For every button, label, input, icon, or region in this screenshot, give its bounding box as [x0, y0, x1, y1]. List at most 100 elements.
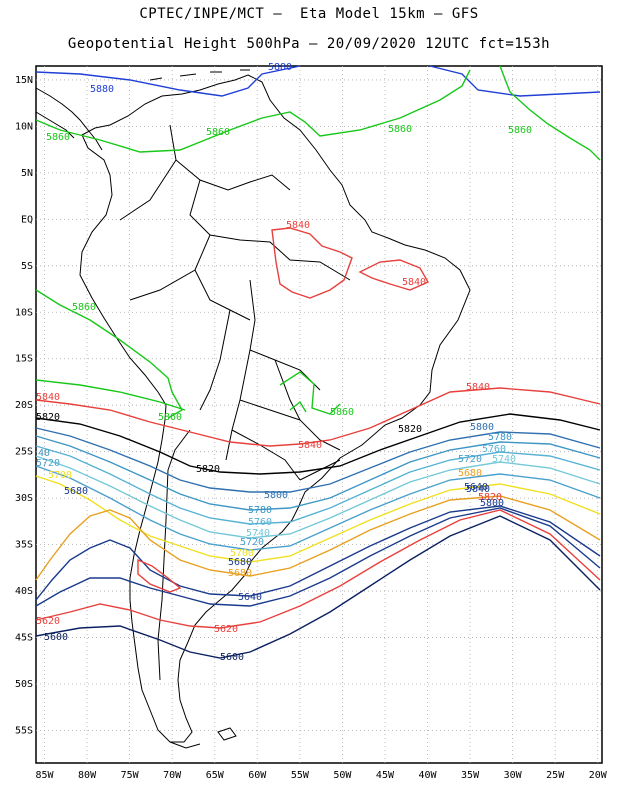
- label-5760-a: 5760: [482, 444, 506, 455]
- lat-tick-label: 5S: [21, 261, 33, 272]
- label-5880-b: 5880: [268, 62, 292, 73]
- label-5740-b: 5740: [246, 528, 270, 539]
- label-5840-b: 5840: [402, 277, 426, 288]
- label-5840-c: 5840: [466, 382, 490, 393]
- label-5800-c: 5800: [480, 498, 504, 509]
- contour-5640: [35, 507, 601, 607]
- lat-tick-label: 45S: [15, 633, 33, 644]
- label-5780-b: 5780: [248, 505, 272, 516]
- coastlines: [35, 69, 471, 749]
- label-5800-a: 5800: [470, 422, 494, 433]
- label-5700-b: 5700: [230, 548, 254, 559]
- label-5860-b: 5860: [206, 127, 230, 138]
- lat-tick-label: 5N: [21, 168, 33, 179]
- contour-5860: [35, 65, 601, 161]
- label-5860-f: 5860: [158, 412, 182, 423]
- lon-tick-label: 40W: [418, 770, 437, 781]
- label-5880-a: 5880: [90, 84, 114, 95]
- label-5680-d: 5680: [228, 557, 252, 568]
- contour-5880: [35, 65, 601, 97]
- lat-tick-label: 15S: [15, 354, 33, 365]
- label-5840-f: 5840: [466, 484, 490, 495]
- label-5820-a: 5820: [36, 412, 60, 423]
- label-5840-e: 5840: [298, 440, 322, 451]
- label-5620-b: 5620: [214, 624, 238, 635]
- contour-5820: [35, 413, 601, 475]
- lat-tick-label: 20S: [15, 400, 33, 411]
- height-contours: [35, 65, 601, 659]
- contour-5660-loop: [137, 558, 182, 593]
- label-5860-d: 5860: [508, 125, 532, 136]
- lon-tick-label: 85W: [35, 770, 54, 781]
- lon-tick-label: 55W: [291, 770, 310, 781]
- label-5720-a: 5720: [36, 458, 60, 469]
- lon-tick-label: 60W: [248, 770, 267, 781]
- lon-tick-label: 25W: [546, 770, 565, 781]
- lat-tick-label: 50S: [15, 679, 33, 690]
- contour-5600: [35, 515, 601, 659]
- label-5740-a: 5740: [492, 454, 516, 465]
- label-5720-b: 5720: [458, 454, 482, 465]
- label-5720-c: 5720: [240, 537, 264, 548]
- lon-tick-label: 45W: [376, 770, 395, 781]
- label-5780-a: 5780: [488, 432, 512, 443]
- label-5860-a: 5860: [46, 132, 70, 143]
- lat-tick-label: 10S: [15, 307, 33, 318]
- contour-5680: [35, 495, 601, 581]
- label-5680-b: 5680: [458, 468, 482, 479]
- label-5680-a: 5680: [64, 486, 88, 497]
- contour-5780: [35, 435, 601, 511]
- lat-tick-label: 15N: [15, 75, 33, 86]
- lat-tick-label: 25S: [15, 447, 33, 458]
- label-5700-a: 5700: [48, 470, 72, 481]
- contour-5760: [35, 445, 601, 525]
- label-40: 40: [38, 448, 50, 459]
- label-5820-d: 5820: [478, 492, 502, 503]
- chart-title: CPTEC/INPE/MCT – Eta Model 15km – GFS: [139, 6, 479, 22]
- grid-lines: [36, 66, 602, 763]
- lon-tick-label: 80W: [78, 770, 97, 781]
- contour-5740: [35, 455, 601, 539]
- label-5860-g: 5860: [330, 407, 354, 418]
- lon-tick-label: 75W: [121, 770, 140, 781]
- lon-tick-label: 50W: [333, 770, 352, 781]
- lat-tick-label: 35S: [15, 540, 33, 551]
- chart-subtitle: Geopotential Height 500hPa – 20/09/2020 …: [67, 36, 551, 52]
- label-5840-a: 5840: [286, 220, 310, 231]
- contour-5860-south: [35, 289, 183, 419]
- contour-5720: [35, 465, 601, 551]
- lat-tick-label: EQ: [21, 214, 33, 225]
- label-5600-b: 5600: [220, 652, 244, 663]
- falkland-islands: [217, 727, 237, 741]
- contour-5660: [35, 505, 601, 601]
- lon-tick-label: 20W: [589, 770, 608, 781]
- label-5600-a: 5600: [44, 632, 68, 643]
- label-5800-b: 5800: [264, 490, 288, 501]
- caribbean-islands: [149, 69, 250, 81]
- label-5840-d: 5840: [36, 392, 60, 403]
- label-5860-e: 5860: [72, 302, 96, 313]
- label-5820-c: 5820: [398, 424, 422, 435]
- lon-tick-label: 30W: [504, 770, 523, 781]
- contour-5840: [35, 387, 601, 447]
- contour-5860-east: [35, 371, 341, 415]
- contour-5800: [35, 427, 601, 493]
- lat-tick-label: 55S: [15, 725, 33, 736]
- south-america-coast: [79, 74, 471, 743]
- label-5640-a: 5640: [238, 592, 262, 603]
- tierra-del-fuego: [169, 741, 201, 749]
- contour-5700: [35, 475, 601, 563]
- label-5860-c: 5860: [388, 124, 412, 135]
- contour-5840-north: [271, 227, 429, 299]
- lat-tick-label: 40S: [15, 586, 33, 597]
- lon-tick-label: 35W: [461, 770, 480, 781]
- label-5820-b: 5820: [196, 464, 220, 475]
- longitude-labels: 85W 80W 75W 70W 65W 60W 55W 50W 45W 40W 35W 30W 25W 2…: [35, 770, 607, 781]
- country-borders: [119, 124, 351, 681]
- label-5620-a: 5620: [36, 616, 60, 627]
- label-5640-b: 5640: [464, 482, 488, 493]
- latitude-labels: 15N 10N 5N EQ 5S 10S 15S 20S 25S 30S 35S 40S 45S 50S 5…: [15, 75, 33, 737]
- contour-5620: [35, 509, 601, 629]
- lat-tick-label: 30S: [15, 493, 33, 504]
